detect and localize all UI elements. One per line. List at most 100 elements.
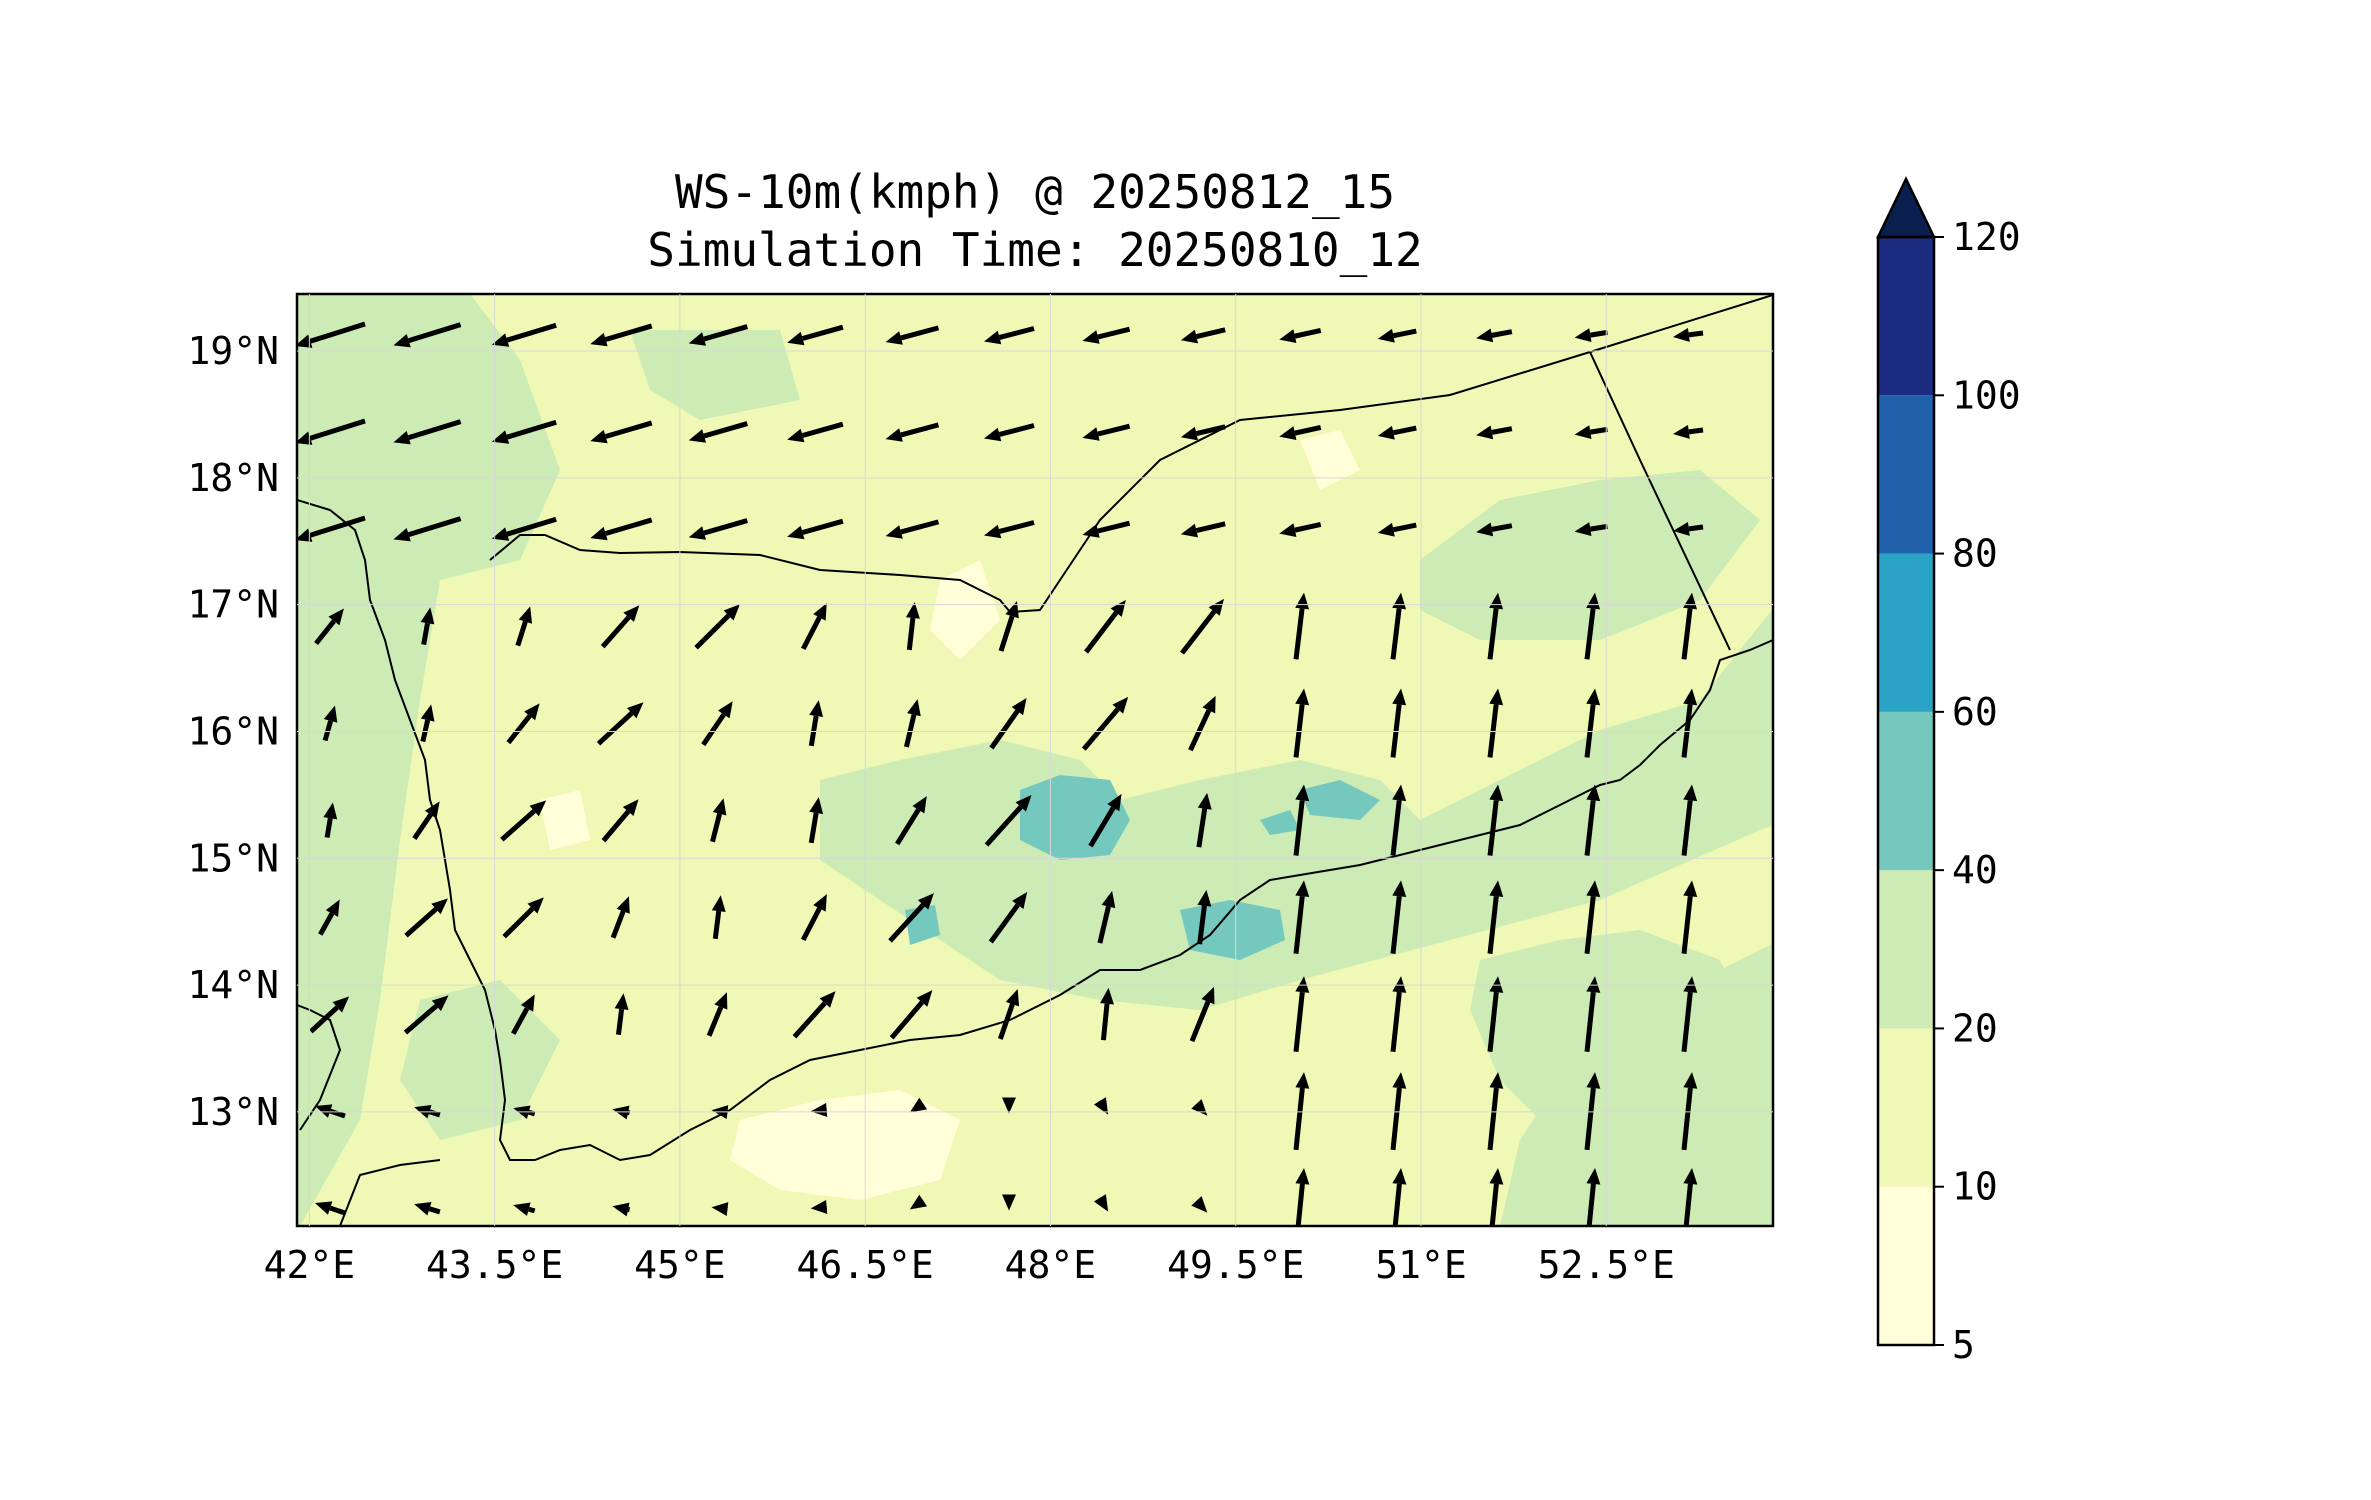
wind-arrow-head (1279, 426, 1297, 440)
wind-arrow-head (1476, 522, 1494, 537)
wind-arrow-shaft (1688, 427, 1704, 435)
wind-arrow-shaft (703, 421, 748, 439)
wind-arrow-shaft (801, 616, 822, 650)
wind-arrow-shaft (318, 912, 335, 936)
wind-arrow-shaft (900, 519, 940, 535)
wind-arrow-head (885, 525, 903, 539)
colorbar-tick-label: 10 (1952, 1165, 1998, 1209)
wind-arrow-head (1197, 889, 1212, 907)
wind-arrow-shaft (694, 613, 731, 650)
wind-arrow-head (1586, 784, 1601, 802)
wind-arrow-shaft (1487, 608, 1499, 660)
wind-arrow-shaft (1097, 326, 1131, 340)
wind-arrow-head (420, 607, 435, 625)
lon-tick-label: 51°E (1375, 1243, 1467, 1287)
wind-arrow-shaft (604, 420, 653, 439)
colorbar-segment (1878, 395, 1934, 554)
wind-arrow-shaft (1683, 1183, 1693, 1226)
lat-tick-label: 16°N (187, 709, 279, 753)
map-panel: 42°E 43.5°E 45°E 46.5°E 48°E 49.5°E 51°E 52.5°E… (187, 292, 1775, 1287)
wind-arrow-head (1586, 592, 1601, 610)
wind-arrow-shaft (1390, 704, 1402, 758)
lat-tick-label: 13°N (187, 1090, 279, 1134)
wind-arrow-shaft (615, 1008, 625, 1036)
wind-arrow-head (1586, 1072, 1601, 1089)
wind-arrow-head (1279, 523, 1297, 537)
wind-arrow-head (984, 427, 1002, 442)
wind-arrow-shaft (1097, 423, 1131, 437)
wind-arrow-head (1683, 1168, 1698, 1185)
title-line-2: Simulation Time: 20250810_12 (647, 223, 1422, 277)
wind-arrow-shaft (1295, 1183, 1305, 1226)
wind-arrow-head (813, 603, 827, 621)
lon-tick-label: 43.5°E (426, 1243, 563, 1287)
colorbar-tick-label: 5 (1952, 1323, 1975, 1367)
wind-arrow-shaft (984, 805, 1023, 847)
wind-arrow-head (590, 429, 608, 444)
wind-arrow-head (323, 705, 338, 723)
wind-arrow-head (909, 1097, 928, 1113)
wind-arrow-head (1002, 1097, 1016, 1114)
wind-arrow-head (1683, 784, 1698, 802)
wind-arrow-head (1112, 696, 1129, 714)
wind-arrow-shaft (989, 709, 1020, 750)
wind-arrow-head (714, 992, 728, 1010)
wind-arrow-head (1476, 328, 1494, 343)
wind-arrow-head (1100, 987, 1114, 1005)
wind-speed-fill (297, 294, 1773, 1226)
wind-arrow-shaft (1293, 800, 1305, 856)
colorbar-segment (1878, 1186, 1934, 1345)
wind-arrow-shaft (420, 719, 431, 743)
wind-arrow-shaft (1088, 806, 1116, 848)
wind-arrow-shaft (998, 326, 1035, 340)
longitude-axis: 42°E 43.5°E 45°E 46.5°E 48°E 49.5°E 51°E 52.5°E (264, 294, 1675, 1287)
wind-arrow-shaft (403, 1003, 439, 1035)
lat-tick-label: 18°N (187, 456, 279, 500)
colorbar-segment (1878, 237, 1934, 396)
colorbar-tick-label: 20 (1952, 1006, 1998, 1050)
wind-arrow-shaft (324, 817, 333, 838)
wind-arrow-shaft (1097, 520, 1131, 534)
wind-arrow-head (1201, 986, 1215, 1005)
wind-arrow-shaft (1589, 329, 1608, 338)
wind-arrow-shaft (1681, 991, 1693, 1053)
wind-arrow-shaft (500, 809, 536, 842)
wind-arrow-shaft (1195, 327, 1226, 339)
wind-arrow-head (590, 332, 608, 347)
wind-arrow-head (905, 602, 920, 619)
wind-arrow-shaft (1584, 608, 1596, 660)
wind-arrow-shaft (1491, 523, 1513, 532)
wind-arrow-head (529, 800, 547, 817)
colorbar-segment (1878, 870, 1934, 1029)
wind-arrow-head (712, 798, 727, 816)
wind-arrow-shaft (998, 520, 1035, 534)
wind-arrow-head (332, 996, 350, 1013)
colorbar-segment (1878, 1028, 1934, 1187)
wind-arrow-head (909, 1194, 928, 1210)
wind-arrow-shaft (997, 1003, 1015, 1040)
wind-arrow-head (323, 802, 338, 820)
wind-arrow-head (1180, 426, 1199, 441)
wind-arrow-head (1392, 592, 1407, 610)
wind-arrow-head (1392, 1072, 1407, 1089)
wind-arrow-head (984, 524, 1002, 539)
wind-arrow-shaft (1390, 895, 1402, 954)
wind-arrow-head (1489, 1168, 1504, 1185)
wind-arrow-shaft (604, 517, 653, 536)
wind-arrow-shaft (428, 1206, 441, 1215)
colorbar-tick-label: 100 (1952, 373, 2021, 417)
wind-arrow-head (1377, 328, 1395, 343)
wind-arrow-shaft (808, 715, 819, 747)
wind-arrow-shaft (1487, 800, 1499, 856)
wind-arrow-head (626, 702, 644, 719)
wind-arrow-head (1197, 792, 1212, 810)
wind-arrow-shaft (1390, 991, 1402, 1053)
wind-arrow-head (711, 895, 726, 912)
wind-arrow-head (491, 527, 510, 541)
wind-arrow-shaft (314, 619, 336, 646)
wind-arrow-shaft (1489, 1183, 1499, 1226)
wind-arrow-shaft (407, 516, 462, 538)
wind-arrow-head (491, 333, 510, 347)
wind-arrow-shaft (1180, 609, 1217, 655)
wind-arrow-head (1683, 1072, 1698, 1089)
